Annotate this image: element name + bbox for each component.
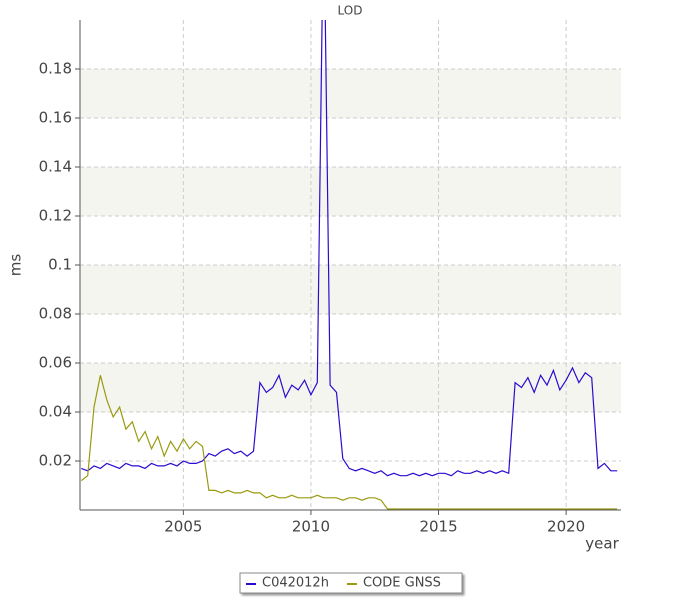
x-axis-label: year	[585, 535, 619, 553]
y-tick-label: 0.1	[48, 256, 72, 274]
x-tick-label: 2010	[292, 518, 330, 536]
y-tick-label: 0.06	[39, 354, 72, 372]
x-tick-label: 2005	[164, 518, 202, 536]
x-tick-label: 2020	[547, 518, 585, 536]
y-tick-label: 0.18	[39, 60, 72, 78]
y-tick-label: 0.02	[39, 452, 72, 470]
grid	[80, 20, 621, 510]
y-tick-label: 0.04	[39, 403, 72, 421]
series-line	[80, 375, 618, 510]
x-tick-label: 2015	[419, 518, 457, 536]
axes: 0.02 0.04 0.06 0.08 0.1 0.12 0.14 0.16 0.18 2005 2…	[39, 20, 621, 536]
chart-title: LOD	[338, 4, 363, 18]
grid-band	[80, 69, 621, 118]
y-tick-label: 0.08	[39, 305, 72, 323]
grid-band	[80, 363, 621, 412]
lines	[80, 20, 618, 510]
legend-label: C042012h	[262, 576, 329, 591]
legend: C042012h CODE GNSS	[246, 576, 441, 591]
y-tick-label: 0.12	[39, 207, 72, 225]
y-tick-label: 0.14	[39, 158, 72, 176]
series-line	[81, 20, 618, 477]
legend-label: CODE GNSS	[363, 576, 441, 591]
y-tick-label: 0.16	[39, 109, 72, 127]
grid-band	[80, 265, 621, 314]
grid-band	[80, 167, 621, 216]
y-axis-label: ms	[7, 254, 25, 277]
bands	[80, 69, 621, 412]
